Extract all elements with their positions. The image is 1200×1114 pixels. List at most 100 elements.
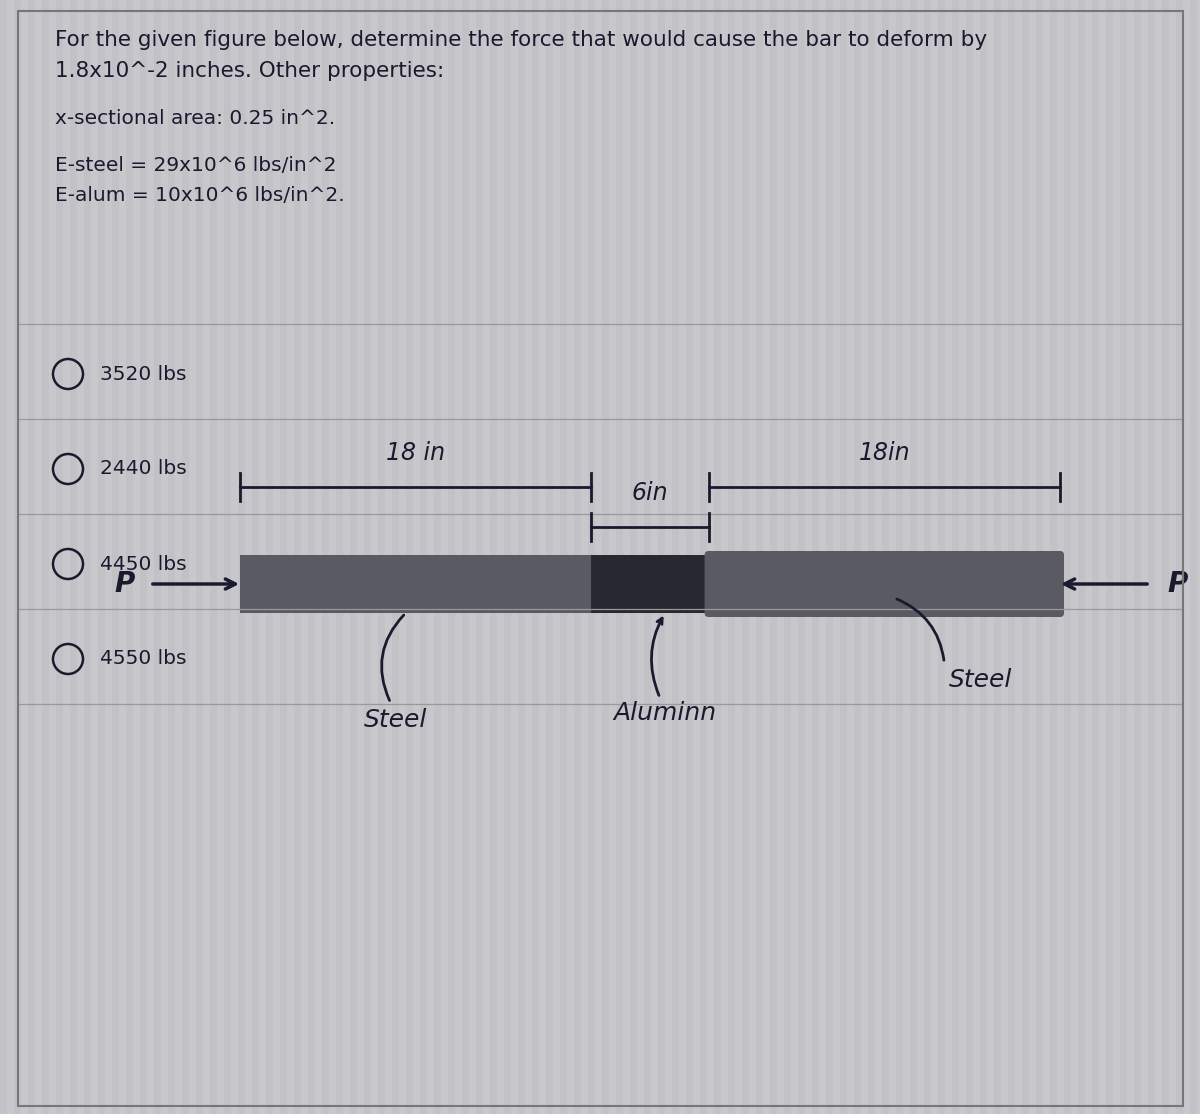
Bar (364, 0, 371, 1114)
Bar (126, 0, 133, 1114)
Bar (434, 0, 442, 1114)
Bar (1134, 0, 1141, 1114)
Bar (1050, 0, 1057, 1114)
Bar (826, 0, 833, 1114)
Bar (672, 0, 679, 1114)
Bar (392, 0, 398, 1114)
Bar (462, 0, 469, 1114)
Bar (294, 0, 301, 1114)
Bar (574, 0, 581, 1114)
FancyBboxPatch shape (704, 551, 1064, 617)
Bar (378, 0, 385, 1114)
Bar (0, 0, 7, 1114)
Bar (546, 0, 553, 1114)
Text: 18in: 18in (858, 441, 910, 465)
Text: For the given figure below, determine the force that would cause the bar to defo: For the given figure below, determine th… (55, 30, 988, 50)
Text: E-alum = 10x10^6 lbs/in^2.: E-alum = 10x10^6 lbs/in^2. (55, 186, 344, 205)
Bar (1008, 0, 1015, 1114)
Bar (210, 0, 217, 1114)
Bar (910, 0, 917, 1114)
Bar (588, 0, 595, 1114)
Bar (532, 0, 539, 1114)
Bar (700, 0, 707, 1114)
Bar (154, 0, 161, 1114)
Bar (28, 0, 35, 1114)
Bar (938, 0, 946, 1114)
Bar (868, 0, 875, 1114)
Bar (1092, 0, 1099, 1114)
Text: Steel: Steel (949, 668, 1013, 692)
Text: E-steel = 29x10^6 lbs/in^2: E-steel = 29x10^6 lbs/in^2 (55, 156, 336, 175)
Bar (994, 0, 1001, 1114)
Bar (686, 0, 694, 1114)
Bar (644, 0, 650, 1114)
Text: 4450 lbs: 4450 lbs (100, 555, 187, 574)
Bar (322, 0, 329, 1114)
Bar (266, 0, 274, 1114)
Bar (896, 0, 904, 1114)
Bar (812, 0, 818, 1114)
Text: 4550 lbs: 4550 lbs (100, 649, 186, 668)
Bar (1036, 0, 1043, 1114)
Bar (980, 0, 986, 1114)
Bar (1022, 0, 1030, 1114)
Bar (448, 0, 455, 1114)
Bar (280, 0, 287, 1114)
Text: 1.8x10^-2 inches. Other properties:: 1.8x10^-2 inches. Other properties: (55, 61, 444, 81)
Bar (224, 0, 230, 1114)
Bar (182, 0, 190, 1114)
Bar (602, 0, 610, 1114)
Bar (504, 0, 511, 1114)
Bar (238, 0, 245, 1114)
Bar (1106, 0, 1114, 1114)
Bar (1148, 0, 1154, 1114)
Bar (14, 0, 22, 1114)
Text: x-sectional area: 0.25 in^2.: x-sectional area: 0.25 in^2. (55, 109, 335, 128)
Bar (98, 0, 106, 1114)
Bar (952, 0, 959, 1114)
Bar (560, 0, 568, 1114)
Bar (854, 0, 862, 1114)
Bar (1120, 0, 1127, 1114)
Bar (518, 0, 526, 1114)
Text: P: P (1168, 570, 1188, 598)
Bar (84, 0, 91, 1114)
Bar (784, 0, 791, 1114)
Bar (714, 0, 721, 1114)
Bar (308, 0, 314, 1114)
Bar (770, 0, 778, 1114)
Bar (140, 0, 148, 1114)
Bar (728, 0, 734, 1114)
Bar (112, 0, 119, 1114)
Bar (1064, 0, 1072, 1114)
Bar (240, 555, 592, 613)
Bar (630, 0, 637, 1114)
Bar (420, 0, 427, 1114)
Bar (252, 0, 259, 1114)
Text: Aluminn: Aluminn (613, 701, 716, 725)
Bar (840, 0, 847, 1114)
Bar (924, 0, 931, 1114)
Bar (882, 0, 889, 1114)
Bar (1162, 0, 1169, 1114)
Bar (742, 0, 749, 1114)
Text: 6in: 6in (631, 481, 668, 505)
Bar (336, 0, 343, 1114)
Bar (756, 0, 763, 1114)
Bar (658, 0, 665, 1114)
Bar (592, 555, 708, 613)
Text: 2440 lbs: 2440 lbs (100, 459, 187, 479)
Bar (1190, 0, 1198, 1114)
Text: 3520 lbs: 3520 lbs (100, 364, 186, 383)
Bar (196, 0, 203, 1114)
Text: Steel: Steel (364, 709, 427, 732)
Bar (616, 0, 623, 1114)
Text: P: P (115, 570, 136, 598)
Bar (70, 0, 77, 1114)
Bar (42, 0, 49, 1114)
Bar (476, 0, 482, 1114)
Bar (708, 555, 814, 613)
Bar (798, 0, 805, 1114)
Bar (966, 0, 973, 1114)
Bar (406, 0, 413, 1114)
